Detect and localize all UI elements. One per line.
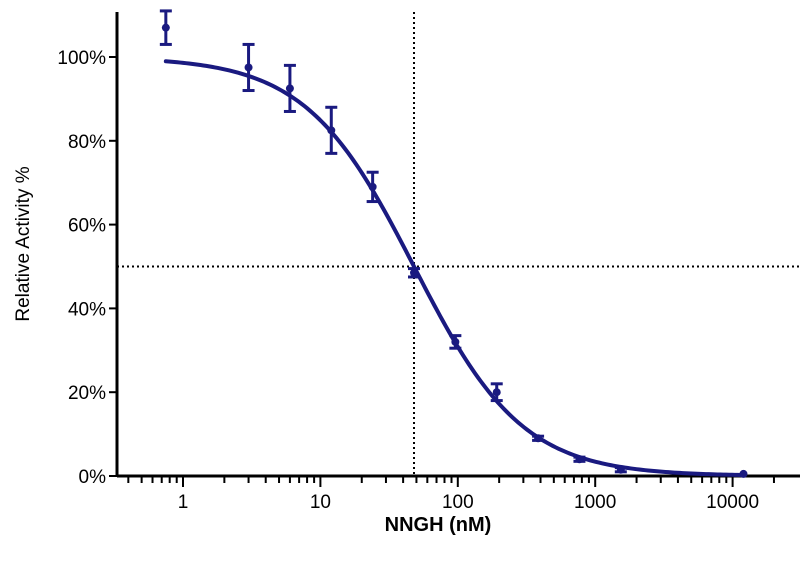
axes bbox=[115, 12, 800, 478]
reference-lines bbox=[117, 12, 800, 476]
y-tick-label: 40% bbox=[68, 299, 106, 320]
data-point bbox=[449, 334, 462, 350]
data-point bbox=[283, 63, 296, 113]
data-point bbox=[739, 469, 748, 478]
data-point bbox=[366, 170, 379, 204]
y-tick-label: 80% bbox=[68, 132, 106, 153]
data-marker bbox=[244, 63, 253, 72]
data-marker bbox=[739, 469, 748, 478]
data-marker bbox=[575, 455, 584, 464]
data-marker bbox=[368, 182, 377, 191]
data-marker bbox=[327, 126, 336, 135]
data-marker bbox=[492, 388, 501, 397]
data-marker bbox=[451, 337, 460, 346]
data-marker bbox=[410, 268, 419, 277]
data-point bbox=[242, 42, 255, 93]
data-marker bbox=[616, 465, 625, 474]
y-tick-label: 60% bbox=[68, 216, 106, 237]
x-tick-label: 10 bbox=[310, 492, 331, 513]
x-tick-label: 1 bbox=[178, 492, 189, 513]
y-axis-ticks: 0% 20% 40% 60% 80% 100% bbox=[57, 48, 117, 488]
x-tick-label: 1000 bbox=[574, 492, 616, 513]
data-point bbox=[325, 105, 338, 155]
data-marker bbox=[161, 23, 170, 32]
data-point bbox=[614, 465, 627, 474]
y-tick-label: 20% bbox=[68, 383, 106, 404]
data-point bbox=[408, 267, 421, 279]
x-axis-ticks: 1 10 100 1000 10000 bbox=[127, 476, 775, 513]
x-tick-label: 100 bbox=[442, 492, 474, 513]
y-tick-label: 100% bbox=[57, 48, 106, 69]
y-tick-label: 0% bbox=[79, 467, 107, 488]
data-point bbox=[159, 9, 172, 46]
data-marker bbox=[285, 84, 294, 93]
y-axis-title: Relative Activity % bbox=[13, 166, 34, 321]
data-marker bbox=[534, 434, 543, 443]
data-series bbox=[159, 9, 748, 478]
x-tick-label: 10000 bbox=[706, 492, 759, 513]
fit-curve bbox=[163, 59, 746, 478]
data-point bbox=[490, 382, 503, 403]
data-point bbox=[573, 455, 586, 464]
x-axis-title: NNGH (nM) bbox=[385, 514, 492, 536]
data-point bbox=[532, 434, 545, 443]
